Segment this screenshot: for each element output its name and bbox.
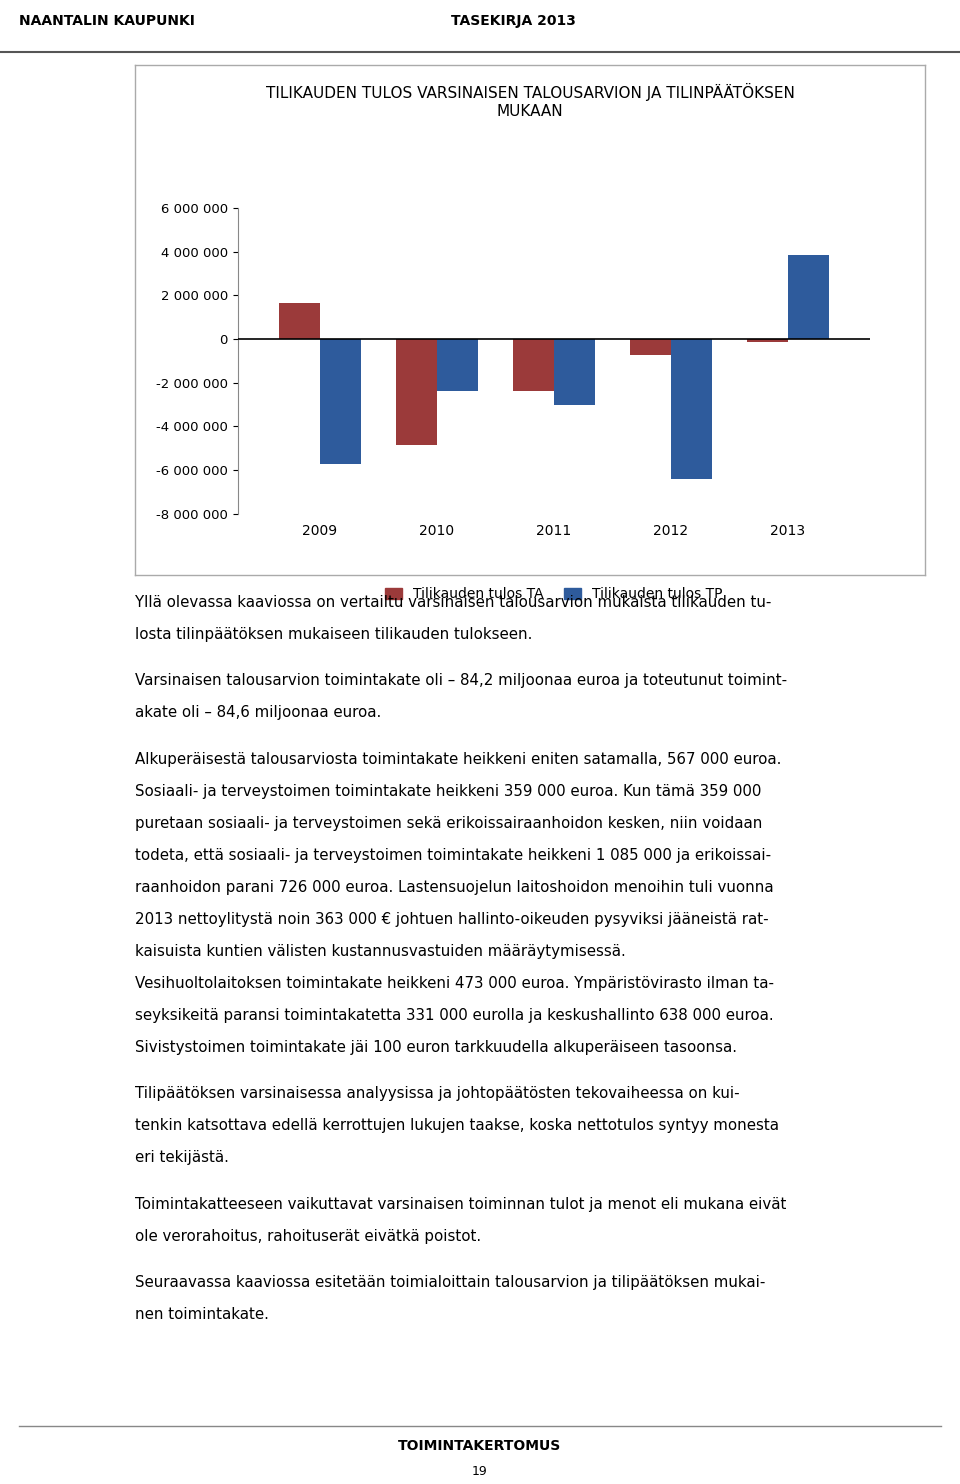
Text: puretaan sosiaali- ja terveystoimen sekä erikoissairaanhoidon kesken, niin voida: puretaan sosiaali- ja terveystoimen sekä…: [135, 816, 762, 831]
Text: kaisuista kuntien välisten kustannusvastuiden määräytymisessä.: kaisuista kuntien välisten kustannusvast…: [135, 944, 626, 959]
Text: akate oli – 84,6 miljoonaa euroa.: akate oli – 84,6 miljoonaa euroa.: [135, 705, 381, 720]
Text: tenkin katsottava edellä kerrottujen lukujen taakse, koska nettotulos syntyy mon: tenkin katsottava edellä kerrottujen luk…: [135, 1117, 779, 1134]
Text: Alkuperäisestä talousarviosta toimintakate heikkeni eniten satamalla, 567 000 eu: Alkuperäisestä talousarviosta toimintaka…: [135, 752, 781, 767]
Text: raanhoidon parani 726 000 euroa. Lastensuojelun laitoshoidon menoihin tuli vuonn: raanhoidon parani 726 000 euroa. Lastens…: [135, 880, 774, 895]
Text: losta tilinpäätöksen mukaiseen tilikauden tulokseen.: losta tilinpäätöksen mukaiseen tilikaude…: [135, 628, 533, 643]
Text: todeta, että sosiaali- ja terveystoimen toimintakate heikkeni 1 085 000 ja eriko: todeta, että sosiaali- ja terveystoimen …: [135, 847, 771, 862]
Text: Sosiaali- ja terveystoimen toimintakate heikkeni 359 000 euroa. Kun tämä 359 000: Sosiaali- ja terveystoimen toimintakate …: [135, 784, 761, 798]
Bar: [788, 255, 828, 338]
Text: Tilipäätöksen varsinaisessa analyysissa ja johtopäätösten tekovaiheessa on kui-: Tilipäätöksen varsinaisessa analyysissa …: [135, 1086, 739, 1101]
Bar: [630, 338, 671, 355]
Text: Toimintakatteeseen vaikuttavat varsinaisen toiminnan tulot ja menot eli mukana e: Toimintakatteeseen vaikuttavat varsinais…: [135, 1196, 786, 1211]
Text: eri tekijästä.: eri tekijästä.: [135, 1150, 228, 1165]
Text: TILIKAUDEN TULOS VARSINAISEN TALOUSARVION JA TILINPÄÄTÖKSEN
MUKAAN: TILIKAUDEN TULOS VARSINAISEN TALOUSARVIO…: [266, 83, 795, 119]
Bar: [396, 338, 437, 445]
Text: 19: 19: [472, 1465, 488, 1478]
Text: Vesihuoltolaitoksen toimintakate heikkeni 473 000 euroa. Ympäristövirasto ilman : Vesihuoltolaitoksen toimintakate heikken…: [135, 976, 774, 991]
Bar: [671, 338, 711, 479]
Text: Seuraavassa kaaviossa esitetään toimialoittain talousarvion ja tilipäätöksen muk: Seuraavassa kaaviossa esitetään toimialo…: [135, 1275, 765, 1290]
Bar: [278, 303, 320, 338]
Text: Varsinaisen talousarvion toimintakate oli – 84,2 miljoonaa euroa ja toteutunut t: Varsinaisen talousarvion toimintakate ol…: [135, 674, 787, 689]
Bar: [437, 338, 478, 392]
Bar: [320, 338, 361, 463]
Legend: Tilikauden tulos TA, Tilikauden tulos TP: Tilikauden tulos TA, Tilikauden tulos TP: [379, 582, 728, 607]
Text: NAANTALIN KAUPUNKI: NAANTALIN KAUPUNKI: [19, 13, 195, 28]
Text: 2013 nettoylitystä noin 363 000 € johtuen hallinto-oikeuden pysyviksi jääneistä : 2013 nettoylitystä noin 363 000 € johtue…: [135, 911, 769, 928]
Text: TASEKIRJA 2013: TASEKIRJA 2013: [451, 13, 576, 28]
Text: Yllä olevassa kaaviossa on vertailtu varsinaisen talousarvion mukaista tilikaude: Yllä olevassa kaaviossa on vertailtu var…: [135, 595, 772, 610]
Text: seyksikeitä paransi toimintakatetta 331 000 eurolla ja keskushallinto 638 000 eu: seyksikeitä paransi toimintakatetta 331 …: [135, 1008, 774, 1022]
Bar: [513, 338, 554, 392]
Bar: [747, 338, 788, 343]
Text: Sivistystoimen toimintakate jäi 100 euron tarkkuudella alkuperäiseen tasoonsa.: Sivistystoimen toimintakate jäi 100 euro…: [135, 1040, 737, 1055]
Bar: [554, 338, 594, 405]
Text: nen toimintakate.: nen toimintakate.: [135, 1307, 269, 1322]
Text: ole verorahoitus, rahoituserät eivätkä poistot.: ole verorahoitus, rahoituserät eivätkä p…: [135, 1229, 481, 1244]
Text: TOIMINTAKERTOMUS: TOIMINTAKERTOMUS: [398, 1439, 562, 1453]
